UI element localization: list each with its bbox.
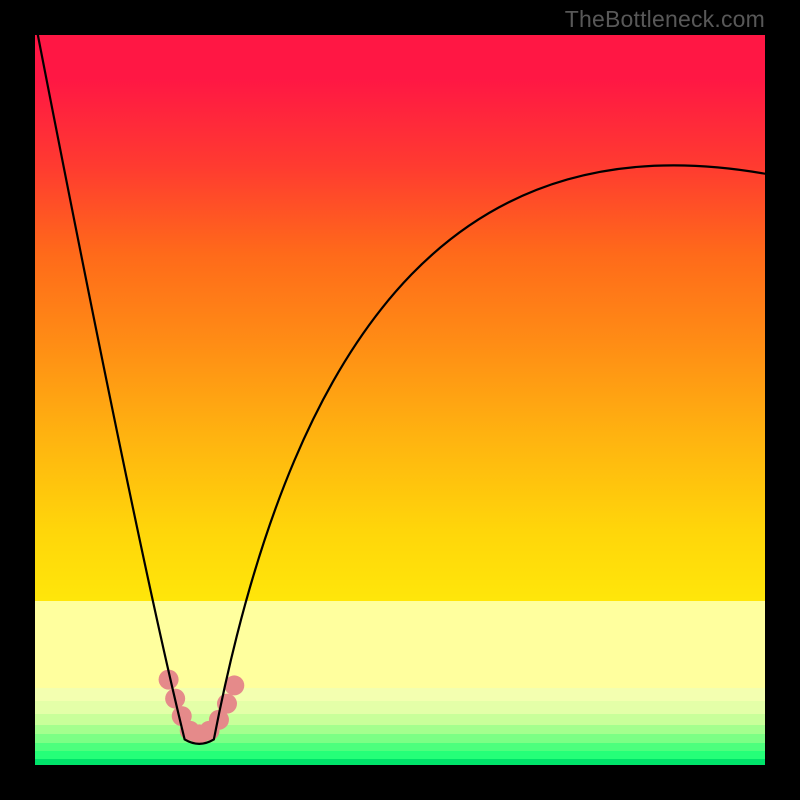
plot-area (35, 35, 765, 765)
curve-layer (35, 35, 765, 765)
bottleneck-curve (35, 35, 765, 744)
watermark-text: TheBottleneck.com (565, 6, 765, 33)
